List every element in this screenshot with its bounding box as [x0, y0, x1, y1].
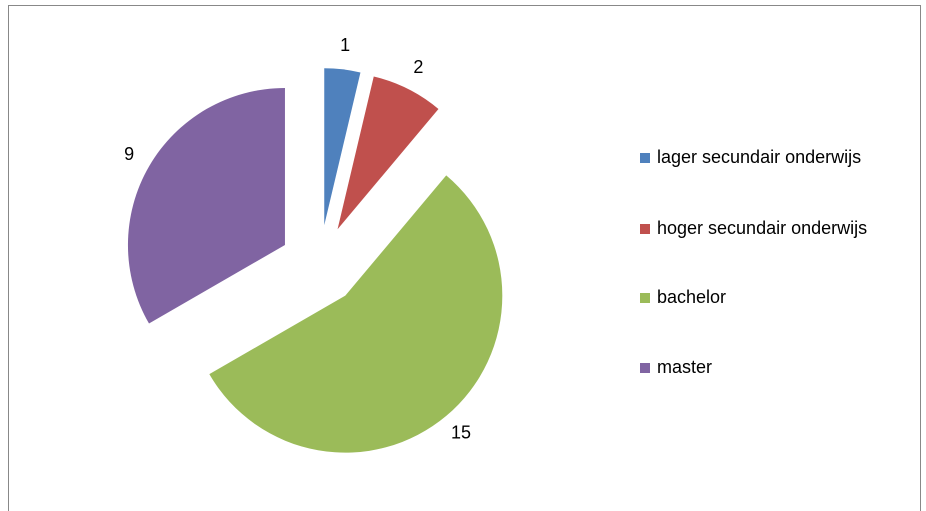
- legend-label: lager secundair onderwijs: [657, 147, 861, 167]
- data-label: 1: [340, 35, 350, 55]
- legend-swatch: [640, 224, 650, 234]
- pie-slice: [127, 88, 285, 324]
- pie-slice: [337, 76, 439, 230]
- legend-label: bachelor: [657, 287, 726, 307]
- pie-slice: [209, 175, 503, 453]
- legend-swatch: [640, 363, 650, 373]
- data-label: 9: [124, 144, 134, 164]
- pie-slice: [324, 68, 361, 226]
- data-label: 15: [451, 422, 471, 442]
- legend-swatch: [640, 153, 650, 163]
- legend-label: hoger secundair onderwijs: [657, 218, 867, 238]
- legend-swatch: [640, 293, 650, 303]
- data-label: 2: [413, 57, 423, 77]
- legend-label: master: [657, 357, 712, 377]
